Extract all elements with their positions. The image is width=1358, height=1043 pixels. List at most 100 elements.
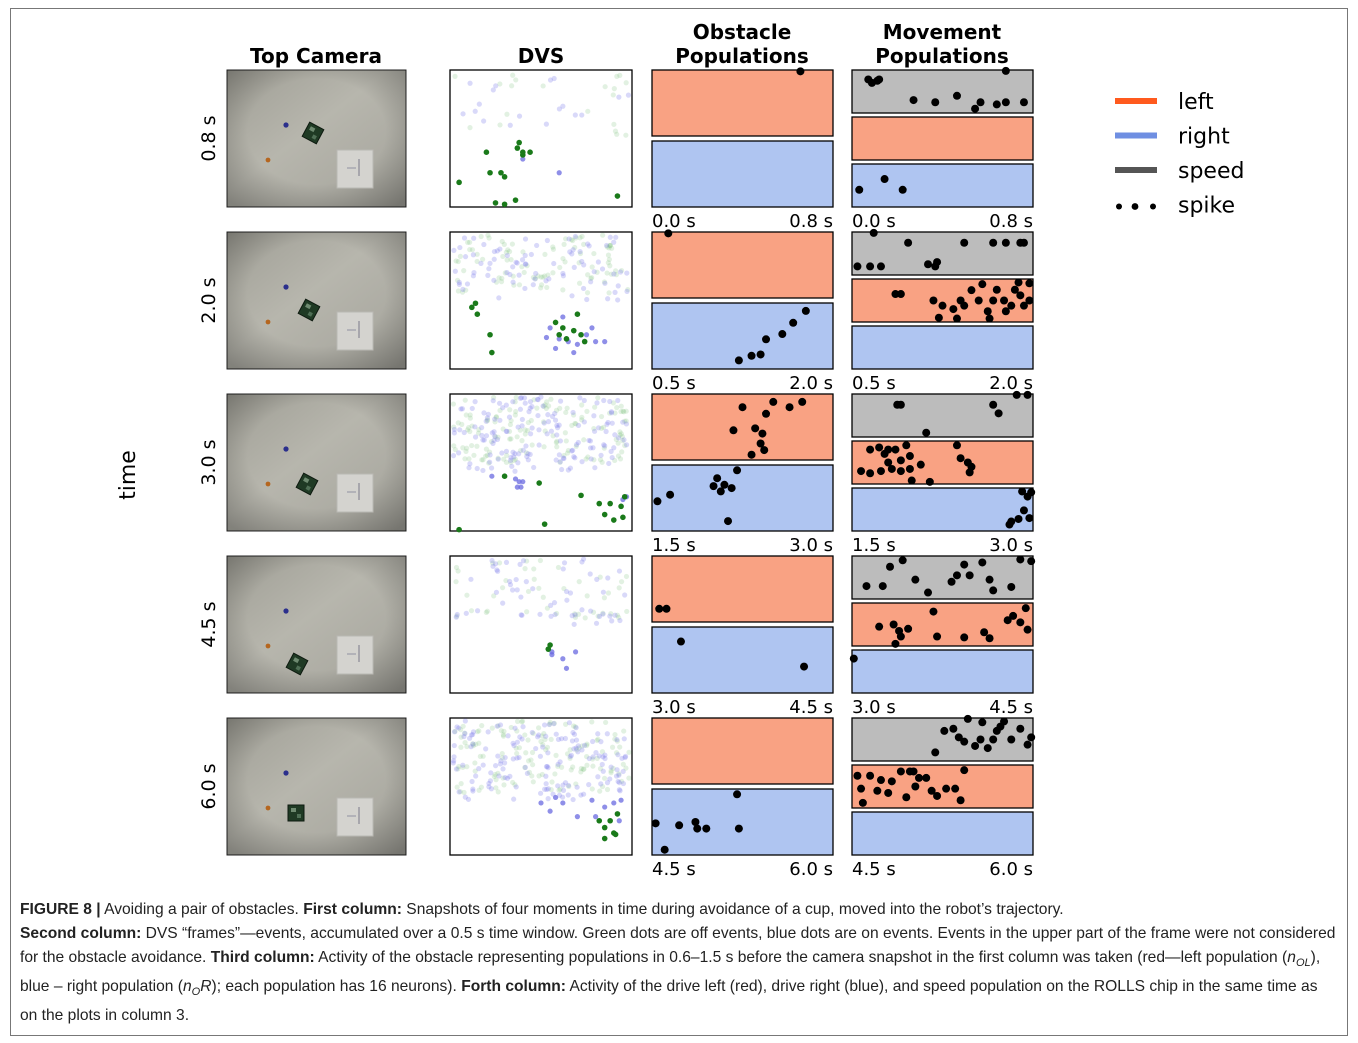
dvs-faint-on-event bbox=[525, 457, 531, 463]
dvs-faint-on-event bbox=[543, 764, 550, 770]
legend-label-left: left bbox=[1178, 90, 1214, 115]
dvs-faint-off-event bbox=[467, 239, 473, 245]
dvs-faint-off-event bbox=[583, 456, 589, 462]
dvs-off-event bbox=[516, 139, 522, 146]
legend-spike-dot bbox=[1131, 203, 1139, 210]
dvs-faint-off-event bbox=[607, 243, 613, 249]
movement-speed-spike bbox=[1027, 733, 1036, 742]
obstacle-left-population bbox=[651, 717, 834, 785]
dvs-faint-on-event bbox=[624, 288, 630, 295]
dvs-faint-off-event bbox=[528, 417, 534, 424]
dvs-faint-off-event bbox=[589, 756, 596, 762]
dvs-faint-on-event bbox=[492, 433, 498, 439]
dvs-faint-on-event bbox=[540, 744, 546, 750]
movement-left-spike bbox=[896, 456, 905, 465]
obstacle-window-end: 3.0 s bbox=[789, 535, 833, 556]
dvs-faint-off-event bbox=[538, 274, 544, 280]
dvs-faint-on-event bbox=[571, 264, 577, 270]
dvs-faint-on-event bbox=[467, 461, 473, 467]
dvs-faint-off-event bbox=[522, 764, 528, 771]
dvs-faint-on-event bbox=[545, 765, 551, 771]
dvs-faint-on-event bbox=[491, 248, 498, 255]
movement-speed-spike bbox=[1023, 740, 1032, 749]
dvs-faint-off-event bbox=[561, 585, 567, 592]
dvs-faint-off-event bbox=[526, 769, 532, 775]
dvs-faint-off-event bbox=[584, 762, 590, 768]
dvs-faint-off-event bbox=[492, 419, 498, 425]
robot-chip bbox=[295, 665, 301, 671]
dvs-faint-on-event bbox=[474, 608, 481, 614]
dvs-faint-off-event bbox=[463, 287, 469, 293]
dvs-faint-off-event bbox=[499, 238, 505, 245]
dvs-faint-off-event bbox=[557, 786, 563, 792]
dvs-faint-off-event bbox=[488, 439, 495, 445]
movement-speed-spike bbox=[992, 100, 1001, 109]
dvs-faint-off-event bbox=[455, 568, 461, 574]
movement-left-spike bbox=[978, 280, 987, 289]
dvs-off-event bbox=[614, 193, 621, 199]
dvs-faint-off-event bbox=[551, 720, 557, 726]
dvs-faint-off-event bbox=[572, 611, 578, 617]
movement-left-spike bbox=[1000, 296, 1009, 305]
dvs-faint-on-event bbox=[543, 773, 549, 779]
dvs-faint-off-event bbox=[486, 449, 493, 455]
dvs-faint-off-event bbox=[566, 783, 572, 790]
obstacle-left-spike bbox=[769, 397, 778, 406]
movement-window-end: 2.0 s bbox=[989, 373, 1033, 394]
movement-window-start: 3.0 s bbox=[852, 697, 896, 718]
dvs-faint-off-event bbox=[463, 448, 469, 454]
movement-speed-spike bbox=[1007, 735, 1016, 744]
dvs-off-event bbox=[556, 331, 562, 338]
dvs-faint-on-event bbox=[596, 753, 602, 759]
dvs-faint-off-event bbox=[499, 755, 505, 761]
dvs-faint-off-event bbox=[484, 608, 490, 614]
dvs-faint-off-event bbox=[504, 452, 510, 458]
legend: left right speed spike bbox=[1115, 90, 1244, 219]
movement-speed-spike bbox=[869, 228, 878, 237]
dvs-faint-on-event bbox=[545, 419, 552, 425]
dvs-faint-on-event bbox=[520, 558, 527, 564]
dvs-faint-off-event bbox=[501, 456, 507, 462]
dvs-frame bbox=[449, 393, 633, 532]
dvs-faint-off-event bbox=[552, 771, 558, 777]
dvs-faint-on-event bbox=[570, 447, 576, 453]
dvs-faint-on-event bbox=[510, 756, 516, 762]
dvs-faint-on-event bbox=[556, 422, 562, 428]
dvs-faint-on-event bbox=[575, 743, 581, 749]
dvs-faint-off-event bbox=[506, 248, 513, 255]
caption-col1-text: Snapshots of four moments in time during… bbox=[401, 901, 1064, 918]
dvs-faint-off-event bbox=[468, 608, 475, 614]
dvs-faint-off-event bbox=[589, 719, 595, 725]
obstacle-right-spike bbox=[716, 487, 725, 496]
figure-row: 4.5 s 3.0 s 4.5 s 3.0 s 4.5 s bbox=[198, 555, 1036, 718]
dvs-faint-off-event bbox=[537, 557, 543, 564]
dvs-faint-off-event bbox=[573, 443, 579, 449]
movement-window-start: 0.5 s bbox=[852, 373, 896, 394]
dvs-faint-on-event bbox=[545, 750, 551, 756]
dvs-faint-off-event bbox=[557, 405, 563, 411]
camera-cup bbox=[265, 643, 271, 649]
dvs-faint-off-event bbox=[576, 745, 582, 751]
movement-right-spike bbox=[1019, 506, 1028, 515]
movement-left-spike bbox=[853, 771, 862, 780]
dvs-faint-on-event bbox=[561, 455, 567, 462]
dvs-faint-on-event bbox=[531, 464, 537, 471]
dvs-faint-on-event bbox=[514, 260, 520, 266]
dvs-faint-off-event bbox=[462, 740, 468, 746]
dvs-faint-off-event bbox=[578, 765, 584, 772]
dvs-faint-on-event bbox=[494, 567, 500, 573]
dvs-faint-on-event bbox=[488, 465, 495, 471]
dvs-faint-on-event bbox=[500, 600, 506, 606]
dvs-faint-off-event bbox=[623, 765, 629, 771]
dvs-faint-on-event bbox=[548, 613, 554, 619]
dvs-faint-off-event bbox=[544, 605, 551, 611]
dvs-faint-on-event bbox=[523, 261, 529, 267]
camera-paper-sheet bbox=[336, 311, 374, 351]
caption-col3-text-a: Activity of the obstacle representing po… bbox=[314, 949, 1288, 966]
dvs-faint-off-event bbox=[542, 428, 548, 434]
dvs-faint-on-event bbox=[530, 586, 536, 592]
dvs-faint-off-event bbox=[590, 763, 596, 769]
movement-window-start: 4.5 s bbox=[852, 859, 896, 880]
dvs-faint-off-event bbox=[474, 251, 480, 257]
dvs-frame bbox=[449, 231, 633, 370]
